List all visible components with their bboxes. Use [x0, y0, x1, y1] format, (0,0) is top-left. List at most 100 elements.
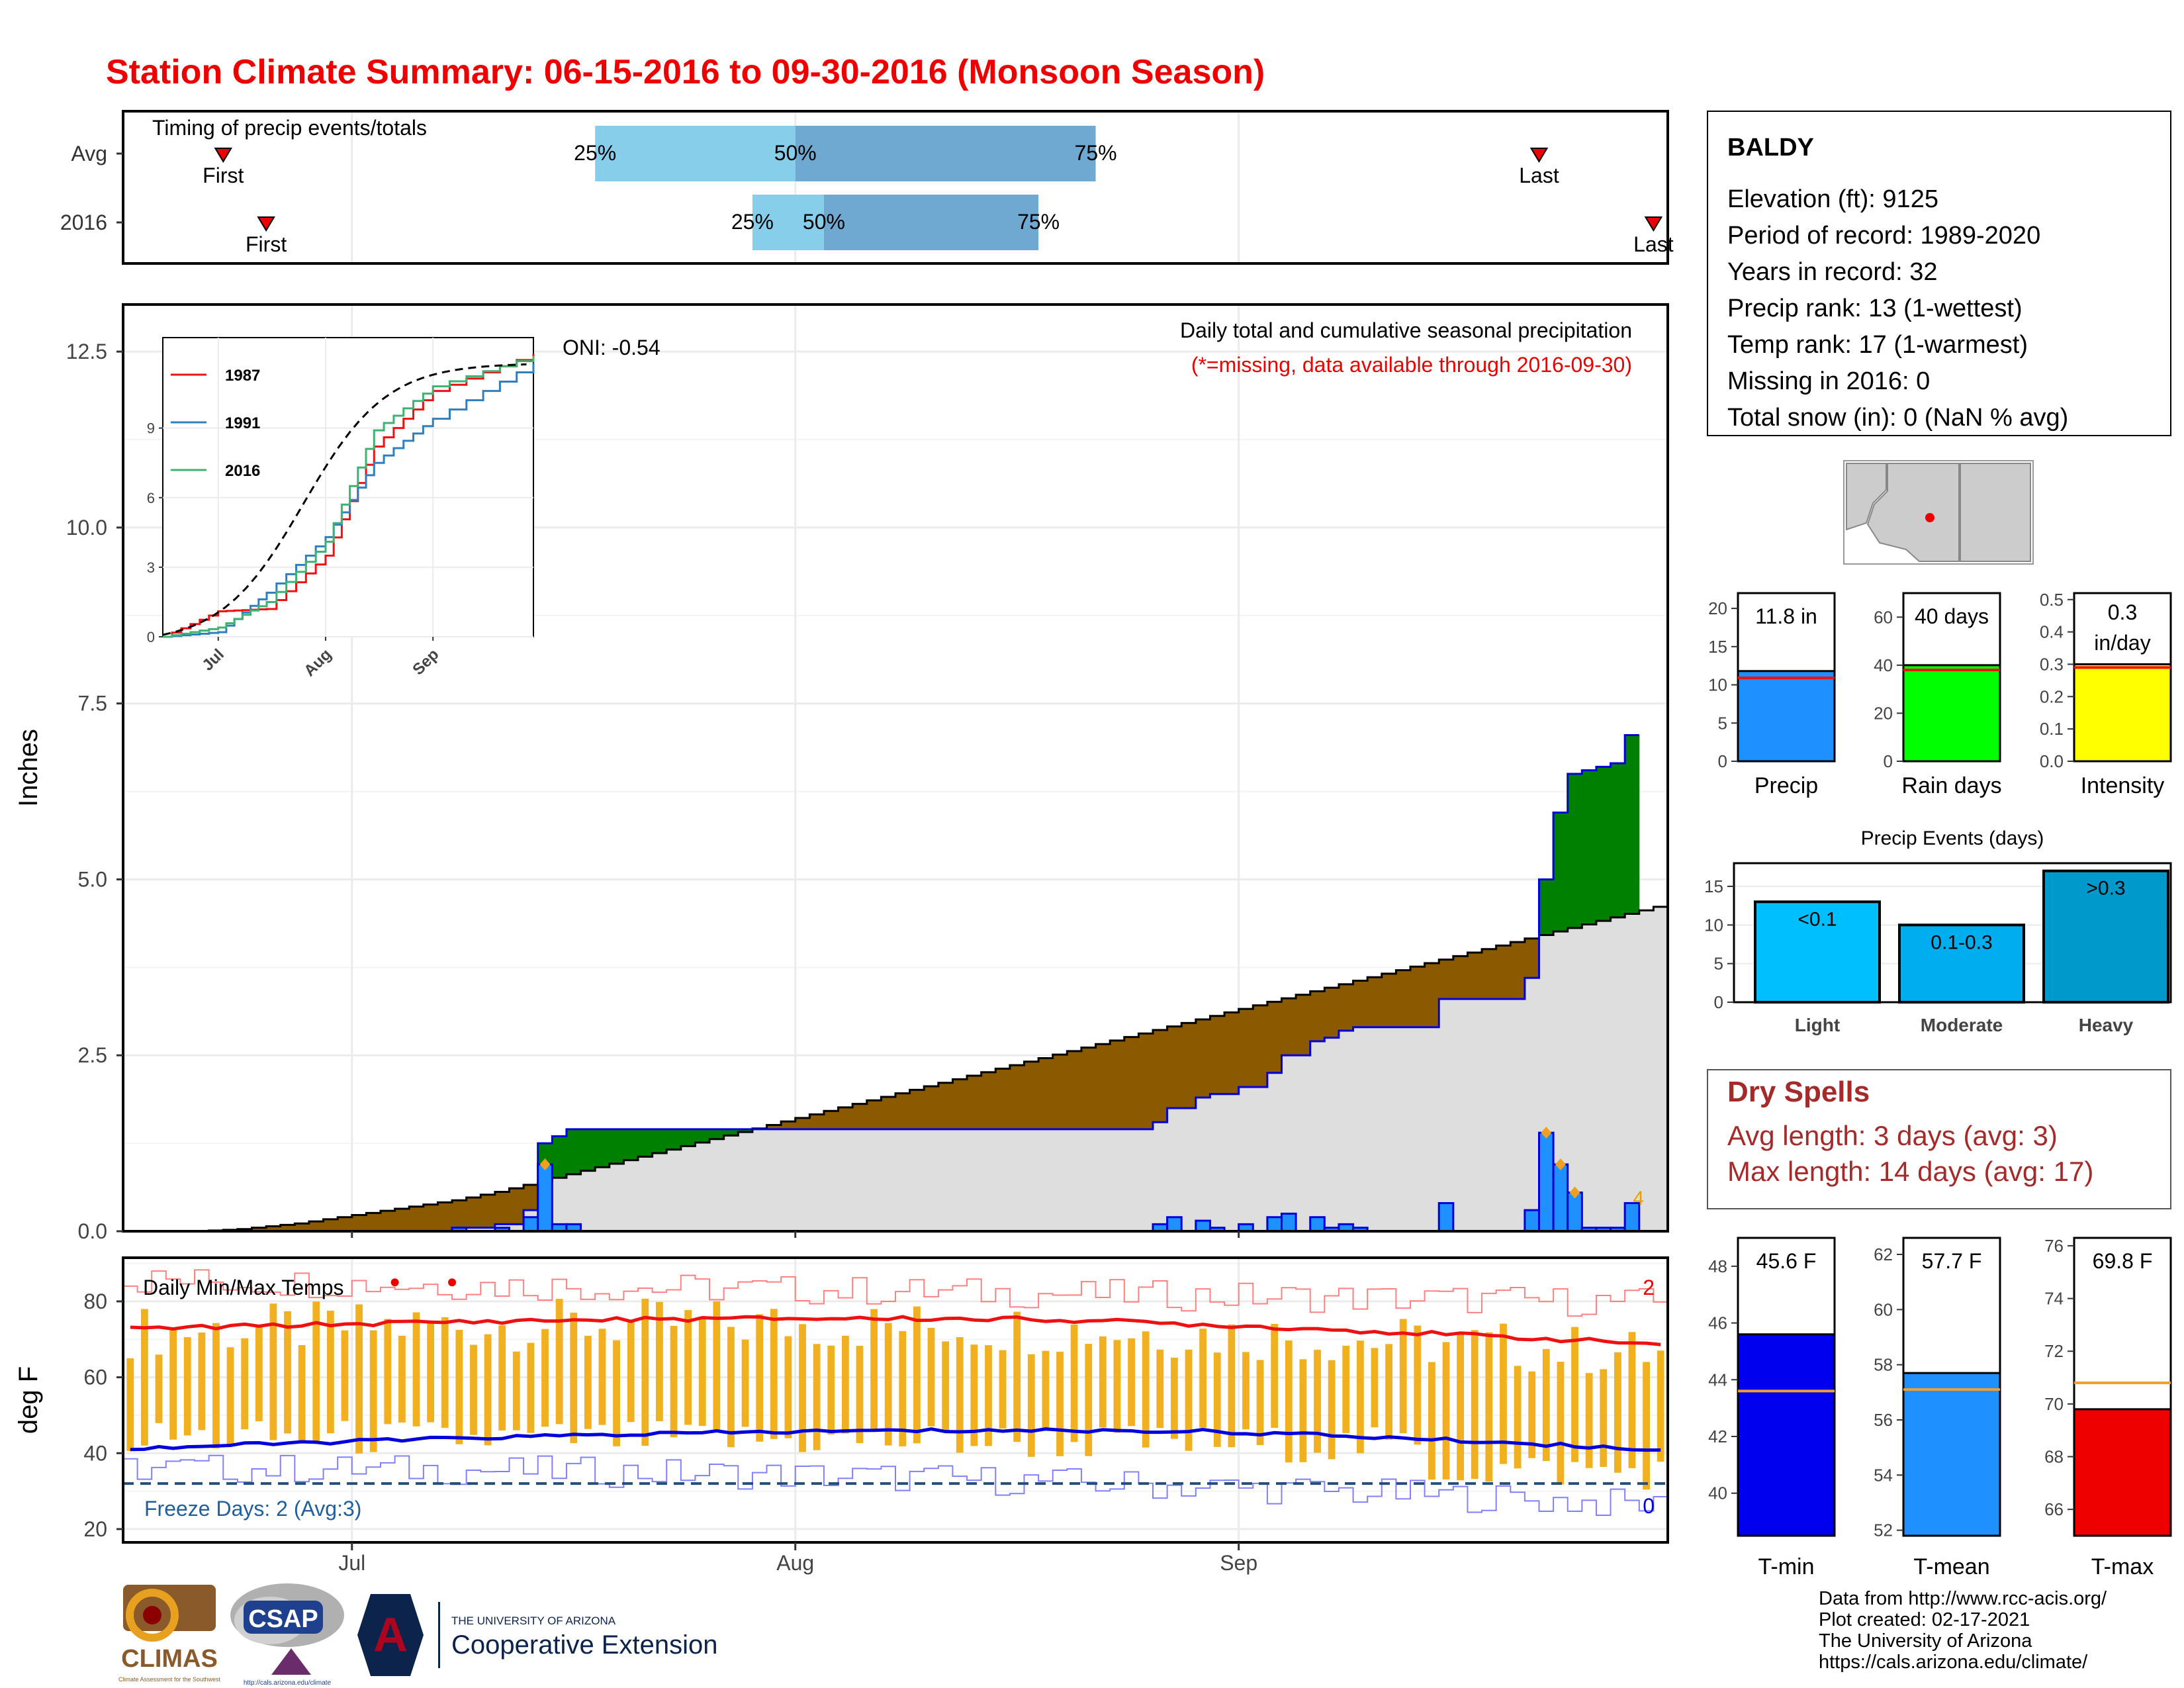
intensity-summary-bar: [2073, 663, 2172, 763]
deficit-fill: [466, 1197, 481, 1228]
daily-temp-bar: [1156, 1349, 1164, 1429]
daily-temp-bar: [1471, 1330, 1479, 1479]
daily-temp-bar: [999, 1350, 1007, 1429]
daily-temp-bar: [841, 1335, 849, 1434]
csap-url: http://cals.arizona.edu/climate: [244, 1679, 332, 1687]
last-marker: [1529, 148, 1549, 163]
inset-series-line: [163, 363, 535, 638]
daily-temp-bar: [1213, 1352, 1221, 1447]
deficit-fill: [1253, 1005, 1268, 1088]
deficit-fill: [823, 1111, 839, 1129]
deficit-fill: [795, 1117, 810, 1129]
station-line-5: Temp rank: 17 (1-warmest): [1727, 331, 2028, 359]
tmin-summary-ytick-label: 42: [1708, 1427, 1727, 1446]
daily-temp-bar: [799, 1324, 806, 1452]
footer-line-4: https://cals.arizona.edu/climate/: [1819, 1652, 2088, 1673]
daily-temp-bar: [570, 1313, 578, 1444]
deficit-fill: [1453, 956, 1468, 1000]
timing-panel: Timing of precip events/totals Avg 25% 50%…: [60, 110, 1674, 265]
tmin-summary-ytick-label: 44: [1708, 1370, 1727, 1389]
daily-temp-bar: [1242, 1352, 1250, 1430]
daily-temp-bar: [641, 1298, 649, 1446]
precip-summary-ytick-label: 20: [1708, 598, 1727, 618]
deficit-fill: [494, 1192, 510, 1225]
raindays-summary-ytick-label: 20: [1874, 703, 1893, 723]
deficit-fill: [394, 1208, 410, 1231]
daily-temp-bar: [1328, 1360, 1336, 1460]
tmax-summary-ytick-label: 76: [2044, 1236, 2064, 1256]
deficit-fill: [1052, 1055, 1068, 1129]
daily-temp-bar: [255, 1327, 263, 1422]
daily-temp-bar: [169, 1327, 177, 1440]
precip-ytick-label: 10.0: [66, 516, 107, 539]
surplus-fill: [1539, 879, 1554, 935]
tmean-summary-bar: [1902, 1372, 2001, 1537]
daily-temp-bar: [312, 1301, 320, 1444]
events-bar: [1898, 923, 2025, 1004]
daily-temp-bar: [627, 1320, 635, 1423]
daily-temp-bar: [856, 1346, 864, 1443]
tmean-summary-ytick-label: 58: [1874, 1355, 1893, 1375]
daily-temp-bar: [1428, 1362, 1435, 1480]
station-line-1: Elevation (ft): 9125: [1727, 185, 1938, 213]
daily-temp-bar: [226, 1347, 234, 1444]
deficit-fill: [1181, 1023, 1197, 1108]
last-label: Last: [1633, 232, 1674, 256]
events-bar-inner-label: >0.3: [2086, 878, 2125, 900]
footer-line-1: Data from http://www.rcc-acis.org/: [1819, 1588, 2107, 1609]
daily-temp-bar: [126, 1358, 134, 1452]
daily-temp-bar: [484, 1334, 492, 1446]
dry-spells-title: Dry Spells: [1727, 1076, 1870, 1108]
deficit-fill: [1482, 949, 1497, 1000]
intensity-summary-ytick-label: 0.0: [2040, 751, 2064, 771]
daily-temp-bar: [1500, 1323, 1507, 1464]
daily-temp-bar: [1342, 1345, 1350, 1433]
surplus-fill: [1553, 812, 1569, 932]
quartile-75-label: 75%: [1017, 210, 1060, 234]
daily-precip-bar: [1524, 1209, 1541, 1233]
deficit-fill: [1524, 938, 1539, 978]
daily-temp-bar: [555, 1299, 563, 1425]
deficit-fill: [381, 1211, 396, 1231]
daily-temp-bar: [1085, 1344, 1093, 1456]
quartile-bar-high: [823, 195, 1039, 250]
missing-note: (*=missing, data available through 2016-…: [1191, 353, 1632, 377]
tmean-summary-ytick-label: 52: [1874, 1521, 1893, 1540]
surplus-fill: [623, 1129, 639, 1160]
dry-spells-avg: Avg length: 3 days (avg: 3): [1727, 1120, 2058, 1151]
daily-temp-bar: [1070, 1324, 1078, 1442]
quartile-75-label: 75%: [1075, 141, 1117, 165]
first-label: First: [246, 232, 287, 256]
csap-text: CSAP: [248, 1605, 318, 1633]
quartile-bar-high: [795, 126, 1096, 181]
surplus-fill: [580, 1129, 596, 1171]
heavy-rain-marker: [539, 1158, 551, 1171]
daily-temp-bar: [884, 1323, 892, 1446]
daily-temp-bar: [1614, 1352, 1621, 1473]
daily-temp-bar: [527, 1342, 535, 1433]
raindays-summary: 0 20 40 60 40 days Rain days: [1874, 592, 2002, 798]
station-line-3: Years in record: 32: [1727, 258, 1938, 286]
footer-line-3: The University of Arizona: [1819, 1630, 2032, 1652]
climas-text: CLIMAS: [121, 1645, 218, 1673]
deficit-fill: [1496, 945, 1511, 1000]
deficit-fill: [1238, 1009, 1253, 1088]
daily-temp-bar: [498, 1325, 506, 1430]
tmax-summary-value: 69.8 F: [2093, 1249, 2153, 1273]
heavy-rain-marker: [1541, 1127, 1552, 1139]
precip-ytick-label: 5.0: [78, 867, 107, 891]
tmax-summary-bar: [2073, 1408, 2172, 1537]
daily-temp-bar: [1542, 1348, 1550, 1462]
daily-temp-bar: [398, 1335, 406, 1423]
deficit-fill: [895, 1093, 911, 1129]
deficit-fill: [266, 1226, 281, 1231]
events-x-label: Moderate: [1921, 1015, 2003, 1035]
events-title: Precip Events (days): [1861, 827, 2044, 849]
daily-precip-bar: [1266, 1216, 1283, 1233]
daily-temp-bar: [1528, 1371, 1536, 1458]
deficit-fill: [323, 1219, 338, 1231]
precip-summary-ytick-label: 0: [1718, 751, 1727, 771]
daily-temp-bar: [1142, 1331, 1150, 1448]
deficit-fill: [1424, 962, 1439, 1027]
avg-cumulative-line: [123, 906, 1668, 1233]
